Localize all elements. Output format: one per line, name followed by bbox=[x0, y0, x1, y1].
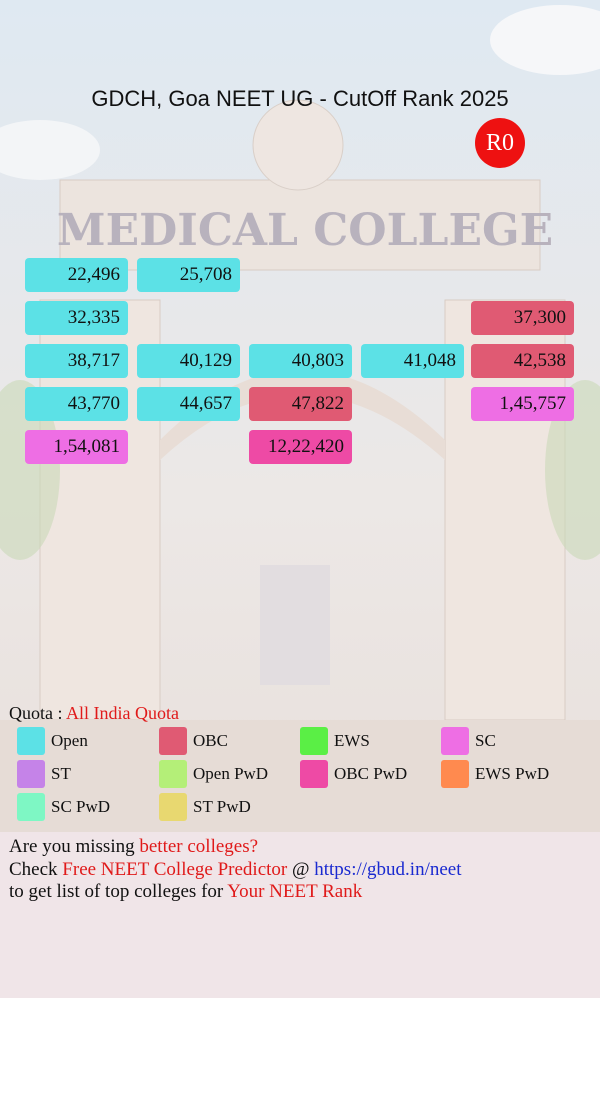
rank-cell: 42,538 bbox=[471, 344, 574, 378]
round-badge: R0 bbox=[475, 118, 525, 168]
rank-cell: 32,335 bbox=[25, 301, 128, 335]
quota-label: Quota : bbox=[9, 703, 66, 723]
footer-text: Are you missing bbox=[9, 836, 140, 857]
legend-label: SC PwD bbox=[51, 797, 111, 816]
legend-label: OBC PwD bbox=[334, 764, 408, 783]
rank-cell: 47,822 bbox=[249, 387, 352, 421]
footer-text: Free NEET College Predictor bbox=[62, 858, 288, 880]
legend-label: Open PwD bbox=[193, 764, 269, 783]
rank-cell: 38,717 bbox=[25, 344, 128, 378]
footer-text: Your NEET Rank bbox=[227, 881, 363, 902]
rank-cell: 43,770 bbox=[25, 387, 128, 421]
rank-cell: 44,657 bbox=[137, 387, 240, 421]
rank-cell: 41,048 bbox=[361, 344, 464, 378]
legend-label: ST bbox=[51, 764, 71, 783]
rank-cell: 12,22,420 bbox=[249, 430, 352, 464]
legend-swatch bbox=[441, 760, 469, 788]
legend-label: EWS PwD bbox=[475, 764, 550, 783]
legend-swatch bbox=[300, 760, 328, 788]
legend-label: ST PwD bbox=[193, 797, 251, 816]
footer-text: to get list of top colleges for bbox=[9, 881, 228, 902]
rank-cell: 1,45,757 bbox=[471, 387, 574, 421]
legend-swatch bbox=[300, 727, 328, 755]
legend-swatch bbox=[159, 727, 187, 755]
legend-swatch bbox=[17, 793, 45, 821]
legend-label: EWS bbox=[334, 731, 370, 750]
footer-text: Check bbox=[9, 858, 63, 880]
legend-swatch bbox=[441, 727, 469, 755]
title: GDCH, Goa NEET UG - CutOff Rank 2025 bbox=[91, 86, 509, 111]
rank-cell: 25,708 bbox=[137, 258, 240, 292]
legend-label: OBC bbox=[193, 731, 228, 750]
footer: Are you missing better colleges? Check Fr… bbox=[0, 832, 600, 998]
legend-label: Open bbox=[51, 731, 88, 750]
legend-swatch bbox=[159, 793, 187, 821]
rank-cell: 22,496 bbox=[25, 258, 128, 292]
legend-swatch bbox=[159, 760, 187, 788]
rank-cell: 40,129 bbox=[137, 344, 240, 378]
legend-swatch bbox=[17, 727, 45, 755]
footer-text: @ bbox=[287, 858, 315, 880]
quota-value: All India Quota bbox=[66, 703, 179, 723]
footer-line: Are you missing better colleges? bbox=[9, 836, 258, 858]
footer-line: Check Free NEET College Predictor @ http… bbox=[9, 859, 462, 881]
footer-text: better colleges? bbox=[139, 836, 259, 857]
svg-text:MEDICAL COLLEGE: MEDICAL COLLEGE bbox=[57, 205, 553, 256]
footer-line: to get list of top colleges for Your NEE… bbox=[9, 881, 362, 903]
rank-cell: 1,54,081 bbox=[25, 430, 128, 464]
quota: Quota : All India Quota bbox=[9, 703, 179, 724]
rank-cell: 40,803 bbox=[249, 344, 352, 378]
link: https://gbud.in/neet bbox=[314, 858, 462, 880]
legend-label: SC bbox=[475, 731, 496, 750]
legend-swatch bbox=[17, 760, 45, 788]
rank-cell: 37,300 bbox=[471, 301, 574, 335]
